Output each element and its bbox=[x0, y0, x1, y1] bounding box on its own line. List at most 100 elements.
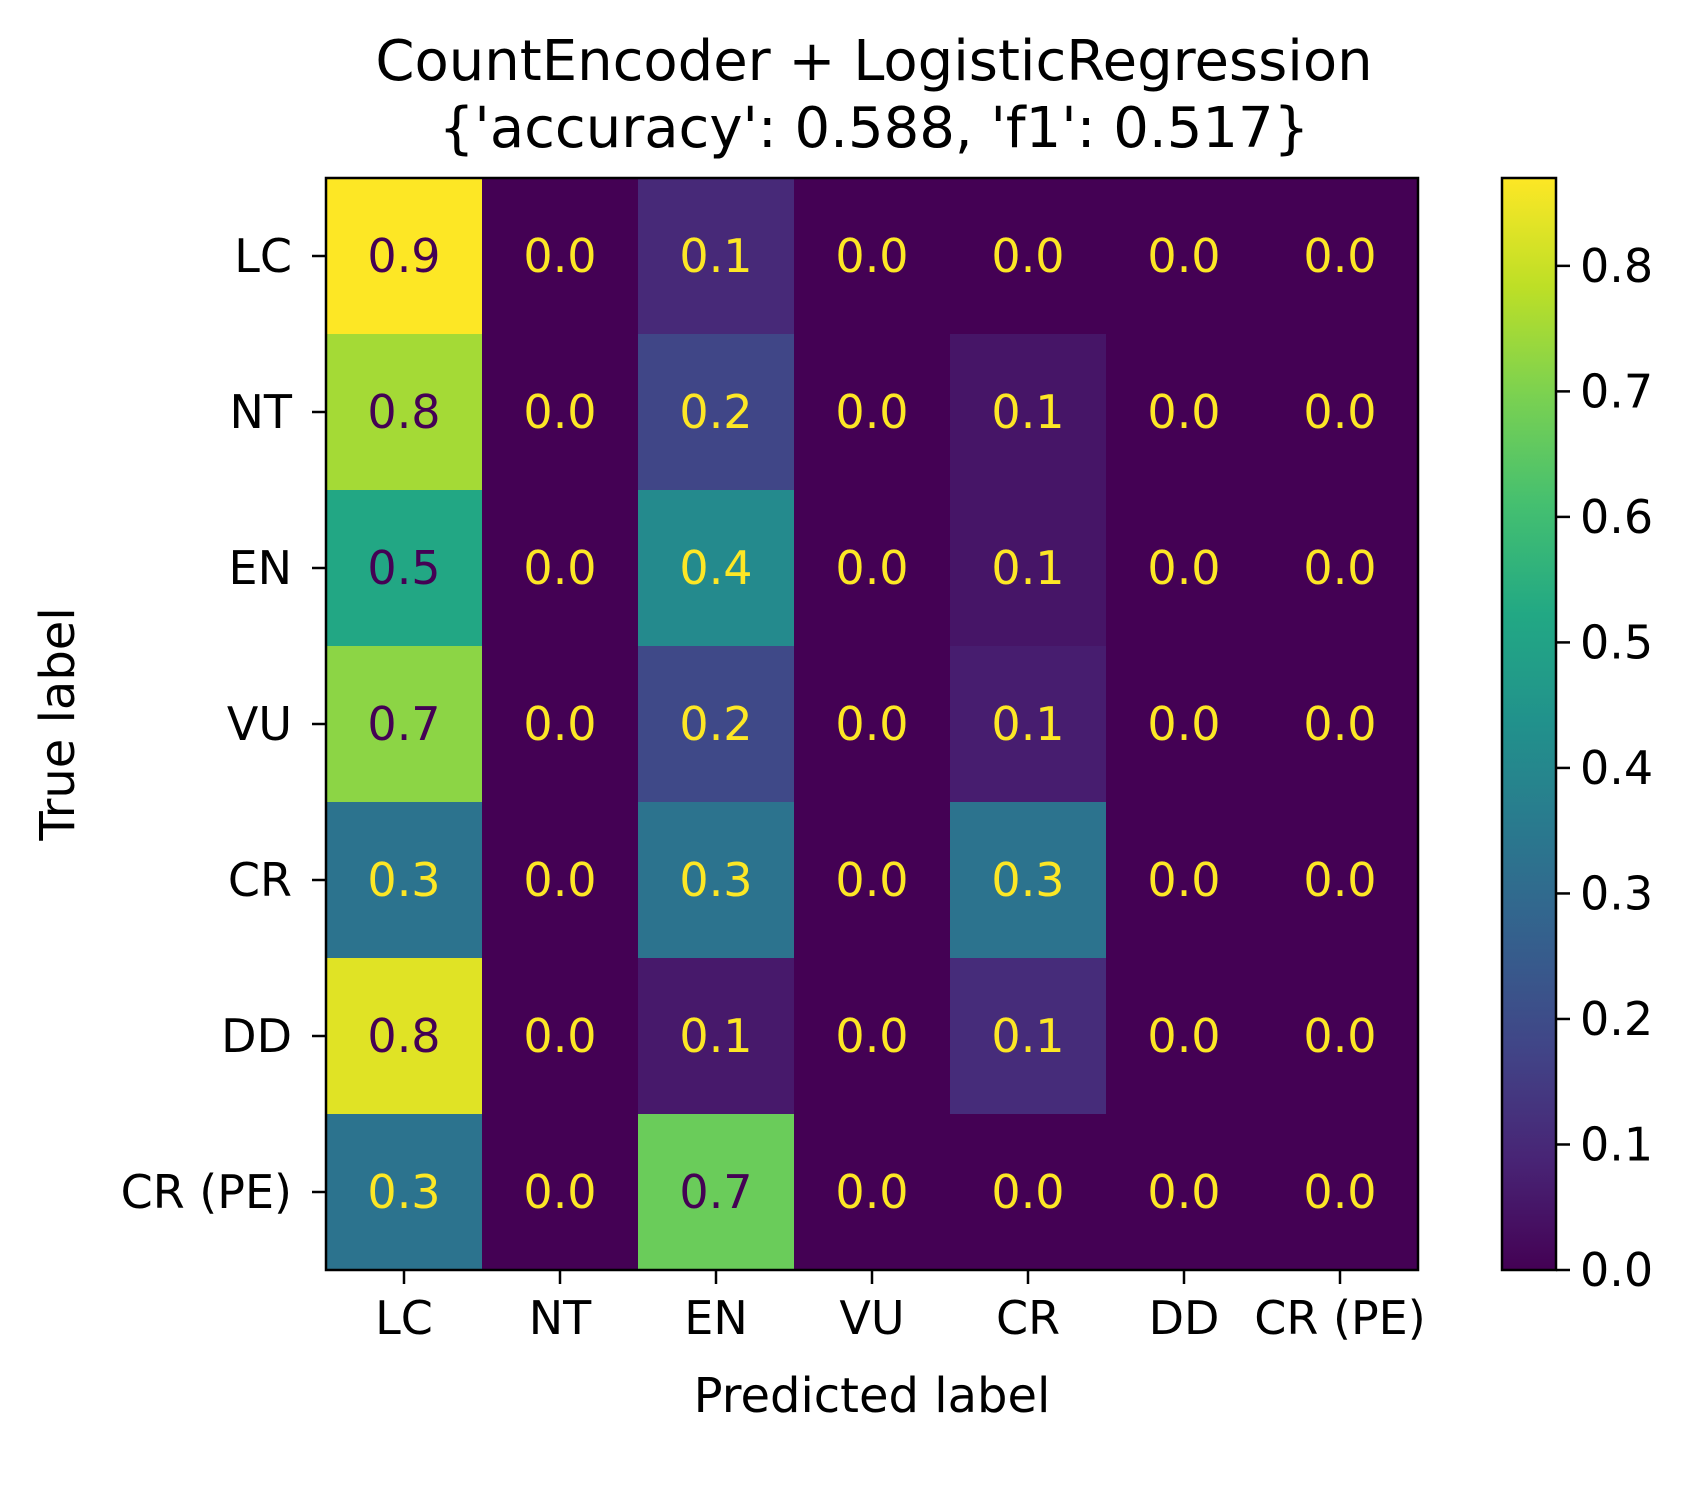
heatmap-cells bbox=[326, 178, 1419, 1271]
heatmap-cell bbox=[482, 1114, 639, 1271]
y-axis-ticks: LC NT EN VU CR DD CR (PE) bbox=[121, 229, 326, 1219]
heatmap-cell bbox=[482, 802, 639, 959]
cell-value-label: 0.0 bbox=[835, 697, 908, 751]
cell-value-label: 0.3 bbox=[367, 853, 440, 907]
cell-value-label: 0.0 bbox=[1303, 385, 1376, 439]
cell-value-label: 0.0 bbox=[1147, 385, 1220, 439]
colorbar-tick-label: 0.0 bbox=[1580, 1243, 1653, 1297]
heatmap-cell bbox=[638, 1114, 795, 1271]
cell-value-label: 0.0 bbox=[523, 853, 596, 907]
cell-value-label: 0.0 bbox=[1147, 697, 1220, 751]
cell-value-label: 0.2 bbox=[679, 385, 752, 439]
cell-value-label: 0.0 bbox=[835, 541, 908, 595]
cell-value-label: 0.0 bbox=[523, 229, 596, 283]
cell-value-label: 0.0 bbox=[835, 1009, 908, 1063]
heatmap-cell bbox=[1262, 646, 1419, 803]
cell-value-label: 0.0 bbox=[835, 1165, 908, 1219]
colorbar bbox=[1502, 178, 1556, 1270]
colorbar-tick-label: 0.7 bbox=[1580, 364, 1653, 418]
heatmap-cell bbox=[794, 646, 951, 803]
cell-value-label: 0.7 bbox=[367, 697, 440, 751]
colorbar-tick-label: 0.1 bbox=[1580, 1117, 1653, 1171]
y-tick-label: CR (PE) bbox=[121, 1165, 292, 1219]
y-tick-label: NT bbox=[229, 385, 292, 439]
heatmap-cell bbox=[326, 178, 483, 335]
cell-value-label: 0.0 bbox=[1303, 541, 1376, 595]
cell-value-label: 0.7 bbox=[679, 1165, 752, 1219]
cell-value-label: 0.8 bbox=[367, 385, 440, 439]
heatmap-cell bbox=[1106, 646, 1263, 803]
heatmap-cell bbox=[950, 646, 1107, 803]
colorbar-tick-label: 0.3 bbox=[1580, 866, 1653, 920]
colorbar-tick-label: 0.6 bbox=[1580, 490, 1653, 544]
colorbar-tick-label: 0.4 bbox=[1580, 741, 1653, 795]
colorbar-tick-label: 0.5 bbox=[1580, 615, 1653, 669]
heatmap-cell bbox=[1106, 490, 1263, 647]
cell-value-label: 0.3 bbox=[367, 1165, 440, 1219]
cell-value-label: 0.1 bbox=[679, 1009, 752, 1063]
cell-value-label: 0.0 bbox=[1303, 697, 1376, 751]
chart-subtitle: {'accuracy': 0.588, 'f1': 0.517} bbox=[439, 96, 1309, 161]
x-tick-label: NT bbox=[529, 1291, 592, 1345]
colorbar-frame bbox=[1500, 176, 1558, 1272]
cell-value-labels: 0.9 0.0 0.1 0.0 0.0 0.0 0.0 0.8 0.0 0.2 0.0 0.1 0.0 0… bbox=[367, 229, 1376, 1219]
cell-value-label: 0.0 bbox=[1147, 1009, 1220, 1063]
y-tick-label: CR bbox=[228, 853, 292, 907]
x-axis-label: Predicted label bbox=[694, 1368, 1051, 1424]
x-tick-label: VU bbox=[839, 1291, 904, 1345]
heatmap-cell bbox=[482, 958, 639, 1115]
heatmap-cell bbox=[638, 958, 795, 1115]
cell-value-label: 0.4 bbox=[679, 541, 752, 595]
heatmap-cell bbox=[794, 178, 951, 335]
heatmap-cell bbox=[1262, 1114, 1419, 1271]
heatmap-cell bbox=[482, 490, 639, 647]
heatmap-cell bbox=[794, 802, 951, 959]
heatmap-cell bbox=[950, 958, 1107, 1115]
heatmap-cell bbox=[794, 490, 951, 647]
cell-value-label: 0.5 bbox=[367, 541, 440, 595]
heatmap-cell bbox=[326, 646, 483, 803]
cell-value-label: 0.3 bbox=[679, 853, 752, 907]
heatmap-cell bbox=[1106, 334, 1263, 491]
colorbar-tick-label: 0.8 bbox=[1580, 239, 1653, 293]
cell-value-label: 0.1 bbox=[991, 697, 1064, 751]
cell-value-label: 0.0 bbox=[1147, 1165, 1220, 1219]
y-tick-label: DD bbox=[221, 1009, 292, 1063]
heatmap-cell bbox=[1106, 1114, 1263, 1271]
heatmap-cell bbox=[1262, 958, 1419, 1115]
cell-value-label: 0.0 bbox=[835, 385, 908, 439]
cell-value-label: 0.3 bbox=[991, 853, 1064, 907]
heatmap-cell bbox=[950, 334, 1107, 491]
heatmap-cell bbox=[482, 178, 639, 335]
heatmap-cell bbox=[638, 178, 795, 335]
cell-value-label: 0.1 bbox=[991, 385, 1064, 439]
x-tick-label: EN bbox=[684, 1291, 747, 1345]
cell-value-label: 0.0 bbox=[835, 229, 908, 283]
heatmap-cell bbox=[1262, 178, 1419, 335]
heatmap-cell bbox=[1106, 958, 1263, 1115]
x-tick-label: CR bbox=[996, 1291, 1060, 1345]
cell-value-label: 0.0 bbox=[835, 853, 908, 907]
cell-value-label: 0.0 bbox=[991, 1165, 1064, 1219]
heatmap-cell bbox=[326, 958, 483, 1115]
cell-value-label: 0.8 bbox=[367, 1009, 440, 1063]
cell-value-label: 0.0 bbox=[1303, 1009, 1376, 1063]
cell-value-label: 0.0 bbox=[1147, 229, 1220, 283]
colorbar-tick-label: 0.2 bbox=[1580, 992, 1653, 1046]
heatmap-cell bbox=[794, 1114, 951, 1271]
cell-value-label: 0.0 bbox=[523, 541, 596, 595]
heatmap-cell bbox=[950, 802, 1107, 959]
cell-value-label: 0.0 bbox=[523, 385, 596, 439]
chart-title: CountEncoder + LogisticRegression bbox=[375, 29, 1372, 94]
cell-value-label: 0.0 bbox=[523, 1165, 596, 1219]
heatmap-cell bbox=[326, 802, 483, 959]
heatmap-cell bbox=[638, 334, 795, 491]
cell-value-label: 0.0 bbox=[991, 229, 1064, 283]
heatmap-cell bbox=[1106, 178, 1263, 335]
heatmap-cell bbox=[326, 490, 483, 647]
heatmap-cell bbox=[794, 334, 951, 491]
heatmap-cell bbox=[1106, 802, 1263, 959]
cell-value-label: 0.1 bbox=[679, 229, 752, 283]
heatmap-cell bbox=[638, 802, 795, 959]
